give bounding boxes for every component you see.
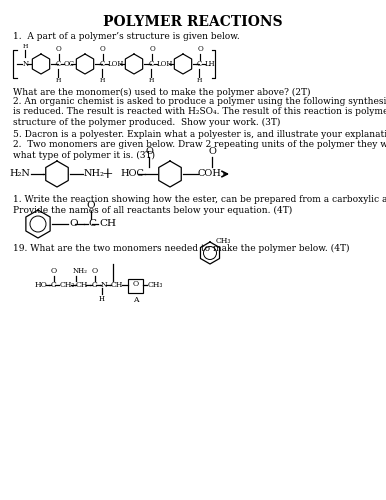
Text: H: H bbox=[22, 44, 28, 49]
Text: C: C bbox=[88, 220, 96, 228]
Text: H₂N: H₂N bbox=[9, 170, 30, 178]
Text: HOC: HOC bbox=[120, 170, 144, 178]
Text: O: O bbox=[100, 45, 106, 53]
Text: CH: CH bbox=[99, 220, 116, 228]
Text: +: + bbox=[101, 167, 113, 181]
Text: O: O bbox=[149, 45, 155, 53]
Text: H: H bbox=[196, 78, 202, 83]
Text: C: C bbox=[51, 281, 57, 289]
Text: O: O bbox=[145, 147, 153, 156]
Text: 5. Dacron is a polyester. Explain what a polyester is, and illustrate your expla: 5. Dacron is a polyester. Explain what a… bbox=[13, 130, 386, 139]
Text: 2.  Two monomers are given below. Draw 2 repeating units of the polymer they wou: 2. Two monomers are given below. Draw 2 … bbox=[13, 140, 386, 160]
Text: CH: CH bbox=[111, 281, 124, 289]
Text: H: H bbox=[99, 78, 105, 83]
Text: NH₂: NH₂ bbox=[84, 170, 105, 178]
Text: C: C bbox=[92, 281, 98, 289]
Text: O: O bbox=[69, 220, 78, 228]
Text: N: N bbox=[23, 60, 29, 68]
Text: CH₃: CH₃ bbox=[216, 237, 231, 245]
Text: OC: OC bbox=[64, 60, 75, 68]
Text: O: O bbox=[51, 267, 57, 275]
Text: C: C bbox=[56, 60, 61, 68]
Text: O: O bbox=[92, 267, 98, 275]
Text: LOH: LOH bbox=[157, 60, 173, 68]
Text: 1.  A part of a polymer’s structure is given below.: 1. A part of a polymer’s structure is gi… bbox=[13, 32, 240, 41]
Text: H: H bbox=[99, 295, 105, 303]
Text: O: O bbox=[87, 201, 95, 210]
Text: COH: COH bbox=[198, 170, 222, 178]
Text: O: O bbox=[197, 45, 203, 53]
Text: C: C bbox=[197, 60, 202, 68]
Text: O: O bbox=[132, 280, 139, 288]
Text: C: C bbox=[149, 60, 154, 68]
Text: 2. An organic chemist is asked to produce a polymer using the following synthesi: 2. An organic chemist is asked to produc… bbox=[13, 97, 386, 127]
Text: A: A bbox=[133, 296, 138, 304]
Text: LH: LH bbox=[205, 60, 216, 68]
Text: CH₂: CH₂ bbox=[60, 281, 75, 289]
Text: HO: HO bbox=[35, 281, 48, 289]
Text: CH: CH bbox=[76, 281, 88, 289]
Text: H: H bbox=[148, 78, 154, 83]
Text: LOH: LOH bbox=[108, 60, 124, 68]
Text: O: O bbox=[208, 147, 216, 156]
Text: NH₂: NH₂ bbox=[73, 267, 88, 275]
Text: H: H bbox=[55, 78, 61, 83]
Text: CH₃: CH₃ bbox=[148, 281, 163, 289]
Text: POLYMER REACTIONS: POLYMER REACTIONS bbox=[103, 15, 283, 29]
FancyBboxPatch shape bbox=[128, 279, 143, 293]
Text: O: O bbox=[56, 45, 62, 53]
Text: N: N bbox=[101, 281, 108, 289]
Text: What are the monomer(s) used to make the polymer above? (2T): What are the monomer(s) used to make the… bbox=[13, 88, 310, 97]
Text: C: C bbox=[100, 60, 105, 68]
Text: 19. What are the two monomers needed to make the polymer below. (4T): 19. What are the two monomers needed to … bbox=[13, 244, 349, 253]
Text: 1. Write the reaction showing how the ester, can be prepared from a carboxylic a: 1. Write the reaction showing how the es… bbox=[13, 195, 386, 214]
